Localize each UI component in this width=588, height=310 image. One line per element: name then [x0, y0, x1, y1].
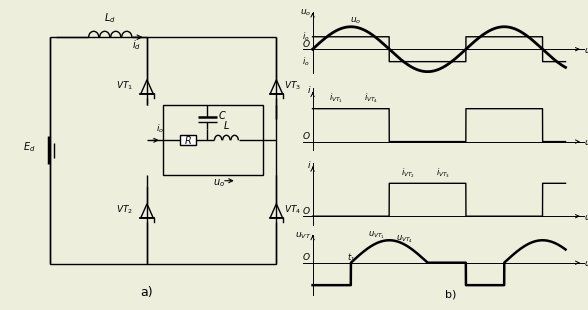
Text: $i_o$: $i_o$ [302, 30, 310, 43]
Bar [180, 135, 196, 145]
Text: $u_o$: $u_o$ [213, 177, 225, 189]
Text: $u_{VT}$: $u_{VT}$ [295, 230, 312, 241]
Text: $O$: $O$ [302, 130, 310, 141]
Bar [163, 105, 263, 175]
Text: $i_{VT_1}$: $i_{VT_1}$ [329, 91, 343, 105]
Text: $VT_3$: $VT_3$ [284, 79, 301, 91]
Text: $u_{VT_1}$: $u_{VT_1}$ [369, 230, 386, 241]
Text: a): a) [141, 286, 153, 299]
Text: $\omega t$: $\omega t$ [584, 257, 588, 268]
Text: $i$: $i$ [307, 84, 312, 95]
Text: $t_1$: $t_1$ [347, 251, 355, 264]
Text: b): b) [445, 289, 456, 299]
Text: $u_{VT_4}$: $u_{VT_4}$ [396, 233, 413, 245]
Text: $i_o$: $i_o$ [156, 122, 164, 135]
Text: $i_{VT_4}$: $i_{VT_4}$ [364, 91, 378, 105]
Text: $E_d$: $E_d$ [23, 140, 36, 154]
Text: $L$: $L$ [223, 119, 230, 131]
Text: $\omega t$: $\omega t$ [584, 136, 588, 147]
Text: $i_d$: $i_d$ [132, 38, 141, 52]
Text: $i_o$: $i_o$ [302, 55, 310, 68]
Text: $R$: $R$ [184, 134, 192, 146]
Text: $O$: $O$ [302, 251, 310, 262]
Text: $i_{VT_2}$: $i_{VT_2}$ [400, 166, 415, 179]
Text: $O$: $O$ [302, 38, 310, 49]
Text: $u_o$: $u_o$ [350, 16, 361, 26]
Text: $i_{VT_3}$: $i_{VT_3}$ [436, 166, 450, 179]
Text: $L_d$: $L_d$ [105, 11, 116, 25]
Text: $O$: $O$ [302, 205, 310, 215]
Text: $VT_2$: $VT_2$ [116, 203, 133, 215]
Text: $i$: $i$ [307, 159, 312, 170]
Text: $VT_1$: $VT_1$ [116, 79, 133, 91]
Text: $\omega t$: $\omega t$ [584, 211, 588, 222]
Text: $\omega t$: $\omega t$ [584, 44, 588, 55]
Text: $C$: $C$ [219, 109, 227, 121]
Text: $u_o$: $u_o$ [300, 7, 312, 18]
Text: $VT_4$: $VT_4$ [284, 203, 301, 215]
